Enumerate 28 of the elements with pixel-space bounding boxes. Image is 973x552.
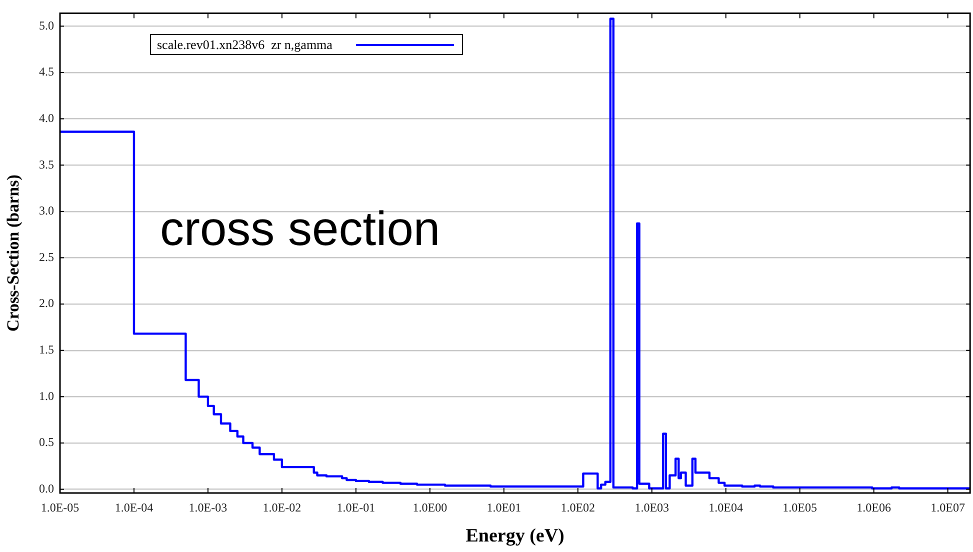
y-tick-label: 0.5	[39, 435, 54, 450]
x-tick-label: 1.0E03	[634, 500, 670, 514]
y-axis-title: Cross-Section (barns)	[4, 174, 23, 332]
y-tick-label: 0.0	[39, 481, 54, 496]
x-tick-label: 1.0E-03	[188, 500, 228, 514]
x-axis-title: Energy (eV)	[466, 526, 564, 547]
y-tick-label: 2.5	[39, 250, 54, 264]
x-tick-label: 1.0E00	[412, 500, 448, 514]
x-tick-label: 1.0E02	[560, 500, 596, 514]
y-tick-label: 1.0	[39, 388, 54, 403]
annotation: cross section	[160, 203, 440, 256]
x-tick-label: 1.0E07	[930, 500, 965, 514]
x-tick-label: 1.0E06	[856, 500, 891, 514]
x-tick-label: 1.0E05	[782, 500, 818, 514]
legend: scale.rev01.xn238v6 zr n,gamma	[150, 34, 464, 55]
x-tick-label: 1.0E-04	[114, 500, 154, 514]
y-tick-label: 3.0	[39, 204, 54, 218]
y-tick-label: 1.5	[39, 342, 54, 357]
x-tick-label: 1.0E-01	[336, 500, 376, 514]
x-tick-label: 1.0E01	[486, 500, 522, 514]
y-tick-label: 4.0	[39, 110, 54, 125]
x-tick-label: 1.0E04	[708, 500, 744, 514]
x-tick-label: 1.0E-02	[262, 500, 302, 514]
y-tick-label: 5.0	[39, 18, 54, 32]
x-tick-label: 1.0E-05	[40, 500, 80, 514]
y-tick-label: 3.5	[39, 157, 54, 172]
y-tick-label: 4.5	[39, 64, 54, 79]
y-tick-label: 2.0	[39, 296, 54, 310]
